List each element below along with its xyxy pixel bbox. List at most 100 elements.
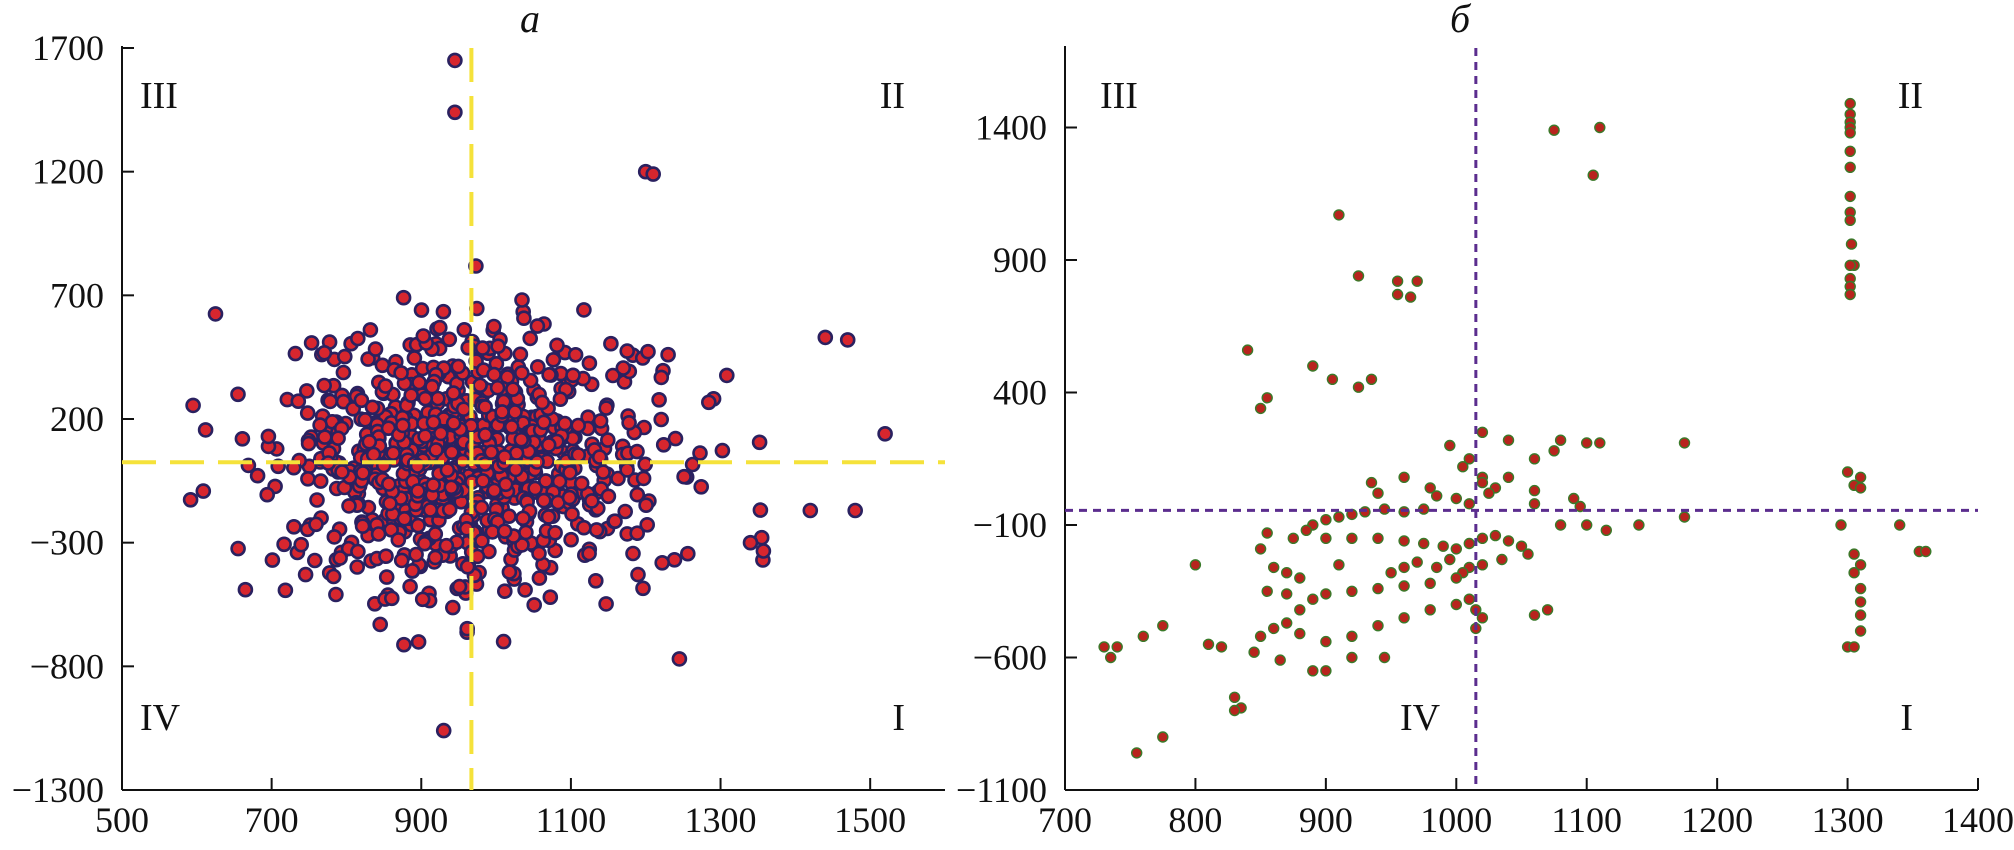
data-point bbox=[1372, 487, 1384, 499]
data-point bbox=[456, 321, 473, 338]
data-point bbox=[1463, 498, 1476, 510]
data-point bbox=[583, 493, 600, 509]
data-point bbox=[1228, 704, 1241, 717]
data-point bbox=[207, 306, 224, 322]
data-point bbox=[432, 425, 449, 442]
data-point bbox=[1463, 537, 1476, 550]
data-point bbox=[1202, 638, 1215, 650]
data-point bbox=[394, 417, 411, 434]
data-point bbox=[427, 549, 444, 566]
data-point bbox=[1254, 543, 1267, 555]
data-point bbox=[1254, 402, 1267, 415]
data-point bbox=[564, 506, 580, 522]
data-point bbox=[450, 358, 467, 375]
y-tick-label: −100 bbox=[973, 505, 1047, 545]
data-point bbox=[1398, 471, 1410, 483]
data-point bbox=[486, 318, 502, 335]
data-point bbox=[431, 319, 448, 336]
data-point bbox=[1411, 275, 1423, 287]
quadrant-label: IV bbox=[1400, 697, 1441, 739]
data-point bbox=[1346, 585, 1358, 597]
data-point bbox=[475, 473, 491, 489]
data-point bbox=[445, 415, 462, 431]
data-point bbox=[1548, 445, 1560, 457]
data-point bbox=[629, 443, 645, 460]
data-point bbox=[300, 435, 317, 452]
data-point bbox=[839, 332, 856, 348]
data-point bbox=[299, 405, 316, 421]
data-point bbox=[1841, 466, 1854, 478]
data-point bbox=[679, 545, 696, 562]
data-point bbox=[517, 582, 533, 598]
data-point bbox=[413, 302, 430, 318]
data-point bbox=[1333, 511, 1345, 523]
data-point bbox=[408, 546, 424, 563]
data-point bbox=[516, 310, 532, 327]
data-point bbox=[1844, 127, 1856, 139]
data-point bbox=[1678, 511, 1691, 523]
data-point bbox=[598, 400, 615, 416]
data-point bbox=[489, 379, 506, 396]
x-tick-label: 900 bbox=[394, 800, 448, 840]
data-point bbox=[1835, 519, 1847, 531]
data-point bbox=[714, 442, 731, 459]
data-point bbox=[496, 448, 513, 465]
data-point bbox=[439, 462, 456, 478]
data-point bbox=[1854, 582, 1867, 595]
data-point bbox=[303, 335, 320, 351]
x-tick-label: 1000 bbox=[1420, 800, 1492, 840]
data-point bbox=[365, 446, 382, 463]
data-point bbox=[653, 411, 670, 428]
data-point bbox=[522, 330, 539, 347]
data-point bbox=[1280, 567, 1293, 579]
data-point bbox=[742, 534, 759, 551]
data-point bbox=[1854, 482, 1867, 494]
data-point bbox=[393, 552, 410, 569]
data-point bbox=[1848, 548, 1860, 560]
data-point bbox=[625, 545, 641, 562]
data-point bbox=[549, 337, 565, 354]
data-point bbox=[1391, 288, 1404, 301]
data-point bbox=[383, 521, 400, 538]
data-point bbox=[537, 473, 554, 489]
data-point bbox=[526, 597, 543, 613]
data-point bbox=[445, 385, 462, 401]
data-point bbox=[1444, 553, 1456, 566]
data-point bbox=[330, 430, 346, 447]
data-point bbox=[1450, 492, 1463, 505]
data-point bbox=[443, 479, 460, 496]
data-point bbox=[287, 345, 304, 362]
panel-title: б bbox=[1450, 0, 1472, 41]
data-point bbox=[1845, 238, 1858, 250]
data-point bbox=[802, 502, 819, 519]
data-point bbox=[474, 340, 491, 356]
data-point bbox=[316, 344, 333, 361]
data-point bbox=[576, 519, 592, 536]
data-point bbox=[486, 366, 502, 383]
data-point bbox=[1476, 532, 1489, 544]
data-point bbox=[297, 566, 314, 583]
data-point bbox=[1476, 426, 1489, 438]
data-point bbox=[444, 599, 461, 616]
data-point bbox=[515, 510, 531, 527]
data-point bbox=[1541, 604, 1554, 616]
x-tick-label: 1100 bbox=[1551, 800, 1622, 840]
data-point bbox=[447, 104, 463, 121]
y-tick-label: 1400 bbox=[975, 108, 1047, 148]
data-point bbox=[1450, 543, 1463, 555]
data-point bbox=[494, 404, 510, 420]
data-point bbox=[1424, 482, 1436, 494]
data-point bbox=[396, 636, 412, 653]
data-point bbox=[599, 432, 616, 448]
data-point bbox=[447, 52, 463, 69]
data-point bbox=[1489, 529, 1502, 542]
data-point bbox=[411, 374, 427, 391]
data-point bbox=[637, 456, 654, 473]
data-point bbox=[1320, 514, 1332, 526]
data-point bbox=[328, 586, 344, 603]
data-point bbox=[581, 545, 597, 562]
data-point bbox=[513, 365, 530, 381]
data-point bbox=[455, 401, 472, 418]
data-point bbox=[600, 488, 617, 505]
